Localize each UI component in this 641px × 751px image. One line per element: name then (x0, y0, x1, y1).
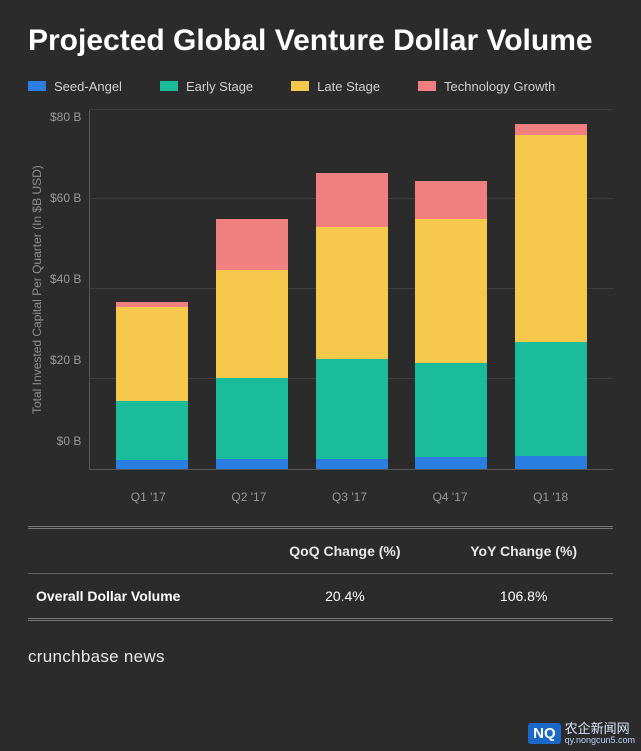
bar (316, 173, 388, 469)
watermark-url: qy.nongcun5.com (565, 736, 635, 745)
xtick: Q1 '17 (112, 490, 184, 504)
xtick: Q2 '17 (213, 490, 285, 504)
bar-segment (216, 219, 288, 271)
y-axis-label: Total Invested Capital Per Quarter (In $… (28, 110, 46, 470)
bar-segment (515, 124, 587, 135)
watermark-logo-icon: NQ (528, 723, 561, 744)
table-header-row: QoQ Change (%) YoY Change (%) (28, 529, 613, 574)
bar-segment (415, 363, 487, 457)
bar-segment (415, 457, 487, 468)
table-header-cell (28, 529, 256, 573)
bar (515, 124, 587, 469)
table-row-label: Overall Dollar Volume (28, 574, 256, 618)
table-cell: 106.8% (434, 574, 613, 618)
ytick: $60 B (50, 191, 81, 205)
bar (116, 302, 188, 468)
bar-segment (216, 270, 288, 378)
bar-segment (216, 378, 288, 459)
legend-label: Technology Growth (444, 79, 555, 94)
y-axis-ticks: $80 B $60 B $40 B $20 B $0 B (46, 110, 89, 470)
bar-segment (216, 459, 288, 469)
plot-region (89, 110, 613, 470)
bar-segment (415, 219, 487, 363)
legend-swatch-early (160, 81, 178, 91)
ytick: $0 B (57, 434, 82, 448)
legend-label: Late Stage (317, 79, 380, 94)
source-attribution: crunchbase news (28, 647, 613, 667)
bar-segment (316, 459, 388, 469)
legend-item: Late Stage (291, 79, 380, 94)
bar-segment (116, 460, 188, 469)
xtick: Q1 '18 (515, 490, 587, 504)
table-header-cell: QoQ Change (%) (256, 529, 435, 573)
legend-label: Early Stage (186, 79, 253, 94)
legend-label: Seed-Angel (54, 79, 122, 94)
bars-container (90, 110, 613, 469)
bar (216, 219, 288, 469)
bar-segment (515, 342, 587, 456)
bar-segment (415, 181, 487, 219)
legend-swatch-seed (28, 81, 46, 91)
chart-title: Projected Global Venture Dollar Volume (28, 24, 613, 59)
xtick: Q4 '17 (414, 490, 486, 504)
legend-item: Technology Growth (418, 79, 555, 94)
bar (415, 181, 487, 468)
watermark-site-name: 农企新闻网 (565, 722, 635, 736)
ytick: $80 B (50, 110, 81, 124)
x-axis-ticks: Q1 '17 Q2 '17 Q3 '17 Q4 '17 Q1 '18 (86, 482, 613, 504)
legend-swatch-tech (418, 81, 436, 91)
legend-item: Early Stage (160, 79, 253, 94)
table-row: Overall Dollar Volume 20.4% 106.8% (28, 574, 613, 618)
chart-area: Total Invested Capital Per Quarter (In $… (28, 110, 613, 470)
table-header-cell: YoY Change (%) (434, 529, 613, 573)
bar-segment (515, 456, 587, 469)
legend: Seed-Angel Early Stage Late Stage Techno… (28, 79, 613, 94)
summary-table: QoQ Change (%) YoY Change (%) Overall Do… (28, 526, 613, 621)
ytick: $40 B (50, 272, 81, 286)
bar-segment (316, 173, 388, 227)
bar-segment (116, 401, 188, 459)
bar-segment (116, 307, 188, 401)
bar-segment (316, 227, 388, 359)
watermark: NQ 农企新闻网 qy.nongcun5.com (528, 722, 635, 745)
legend-swatch-late (291, 81, 309, 91)
legend-item: Seed-Angel (28, 79, 122, 94)
xtick: Q3 '17 (313, 490, 385, 504)
ytick: $20 B (50, 353, 81, 367)
bar-segment (515, 135, 587, 341)
table-cell: 20.4% (256, 574, 435, 618)
bar-segment (316, 359, 388, 459)
